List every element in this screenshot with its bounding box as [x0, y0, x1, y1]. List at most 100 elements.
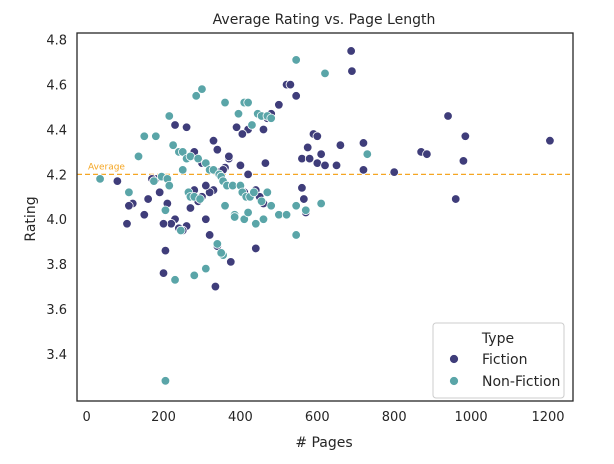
non-fiction-point: [247, 120, 257, 130]
fiction-point: [316, 149, 326, 159]
x-axis-label: # Pages: [295, 435, 352, 451]
non-fiction-point: [316, 198, 326, 209]
non-fiction-point: [256, 196, 267, 206]
non-fiction-point: [195, 194, 205, 204]
fiction-point: [331, 160, 342, 171]
x-tick-label: 200: [151, 410, 176, 425]
fiction-point: [226, 257, 236, 267]
y-axis-ticks: 3.4 3.6 3.8 4.0 4.2 4.4 4.6 4.8: [46, 34, 67, 363]
legend-label-fiction: Fiction: [482, 352, 527, 368]
non-fiction-point: [291, 55, 301, 65]
x-tick-label: 1200: [531, 410, 564, 425]
x-tick-label: 600: [305, 410, 330, 425]
x-tick-label: 0: [82, 410, 90, 425]
fiction-point: [170, 120, 180, 130]
fiction-point: [122, 219, 132, 229]
fiction-point: [346, 46, 356, 56]
fiction-point: [545, 136, 555, 146]
scatter-points: [95, 46, 555, 386]
non-fiction-point: [291, 230, 301, 240]
fiction-point: [154, 187, 165, 198]
non-fiction-point: [262, 187, 273, 198]
fiction-point: [235, 160, 246, 171]
y-tick-label: 4.8: [46, 34, 67, 49]
non-fiction-point: [164, 180, 174, 191]
y-tick-label: 3.4: [46, 348, 67, 363]
fiction-point: [260, 158, 271, 168]
fiction-point: [422, 149, 432, 159]
y-axis-label: Rating: [23, 196, 39, 241]
y-tick-label: 4.6: [46, 79, 67, 94]
fiction-point: [312, 131, 323, 141]
non-fiction-point: [133, 151, 144, 162]
non-fiction-point: [168, 140, 178, 150]
non-fiction-point: [124, 187, 134, 198]
non-fiction-point: [170, 275, 180, 285]
fiction-point: [274, 100, 284, 110]
fiction-point: [201, 214, 211, 224]
non-fiction-point: [151, 131, 161, 141]
non-fiction-point: [160, 205, 171, 215]
fiction-point: [304, 153, 315, 164]
fiction-point: [358, 165, 369, 175]
x-tick-label: 400: [228, 410, 253, 425]
non-fiction-point: [249, 187, 259, 198]
y-tick-label: 3.8: [46, 258, 67, 273]
non-fiction-point: [258, 214, 269, 224]
fiction-point: [204, 230, 215, 240]
non-fiction-point: [362, 149, 372, 159]
y-tick-label: 3.6: [46, 303, 67, 318]
non-fiction-point: [139, 131, 149, 141]
y-tick-label: 4.0: [46, 213, 67, 228]
fiction-point: [451, 194, 461, 204]
non-fiction-point: [301, 205, 311, 215]
fiction-point: [389, 167, 399, 177]
fiction-point: [335, 140, 346, 150]
fiction-point: [297, 183, 307, 193]
fiction-point: [258, 124, 269, 135]
fiction-point: [320, 160, 330, 171]
x-tick-label: 800: [382, 410, 407, 425]
non-fiction-point: [164, 111, 174, 121]
fiction-point: [185, 203, 196, 213]
fiction-point: [299, 194, 309, 204]
non-fiction-point: [320, 68, 330, 79]
average-reference-label: Average: [88, 162, 125, 172]
legend-marker-fiction: [449, 354, 459, 364]
fiction-point: [210, 281, 221, 292]
non-fiction-point: [243, 207, 253, 218]
fiction-point: [231, 122, 242, 132]
fiction-point: [124, 201, 134, 211]
x-axis-ticks: 0 200 400 600 800 1000 1200: [82, 410, 564, 425]
fiction-point: [291, 91, 301, 101]
fiction-point: [181, 122, 192, 132]
fiction-point: [312, 158, 323, 168]
non-fiction-point: [233, 109, 244, 119]
legend-label-non-fiction: Non-Fiction: [482, 374, 560, 390]
fiction-point: [158, 268, 169, 278]
fiction-point: [224, 151, 234, 162]
non-fiction-point: [266, 201, 276, 211]
fiction-point: [460, 131, 471, 141]
non-fiction-point: [149, 176, 159, 186]
non-fiction-point: [189, 270, 199, 281]
non-fiction-point: [197, 84, 207, 94]
non-fiction-point: [291, 201, 301, 211]
fiction-point: [160, 245, 171, 256]
non-fiction-point: [243, 97, 253, 108]
fiction-point: [212, 144, 223, 155]
fiction-point: [285, 79, 296, 90]
fiction-point: [237, 129, 248, 139]
non-fiction-point: [212, 239, 223, 249]
legend: Type Fiction Non-Fiction: [432, 322, 565, 399]
non-fiction-point: [193, 153, 203, 164]
non-fiction-point: [251, 219, 261, 229]
fiction-point: [347, 66, 357, 76]
non-fiction-point: [201, 263, 211, 274]
fiction-point: [158, 219, 169, 229]
fiction-point: [358, 138, 369, 148]
non-fiction-point: [178, 165, 188, 175]
non-fiction-point: [229, 212, 240, 222]
y-tick-label: 4.4: [46, 123, 67, 138]
fiction-point: [302, 142, 313, 153]
